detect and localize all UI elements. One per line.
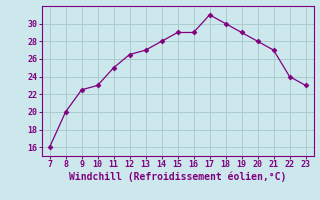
X-axis label: Windchill (Refroidissement éolien,°C): Windchill (Refroidissement éolien,°C) xyxy=(69,172,286,182)
